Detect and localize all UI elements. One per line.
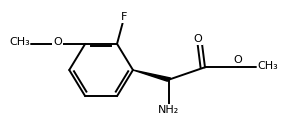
Text: O: O [234, 55, 243, 65]
Text: O: O [53, 38, 62, 47]
Polygon shape [133, 70, 171, 81]
Text: CH₃: CH₃ [9, 38, 30, 47]
Text: O: O [194, 34, 202, 44]
Text: NH₂: NH₂ [158, 105, 179, 115]
Text: CH₃: CH₃ [258, 61, 278, 71]
Text: F: F [121, 12, 127, 22]
